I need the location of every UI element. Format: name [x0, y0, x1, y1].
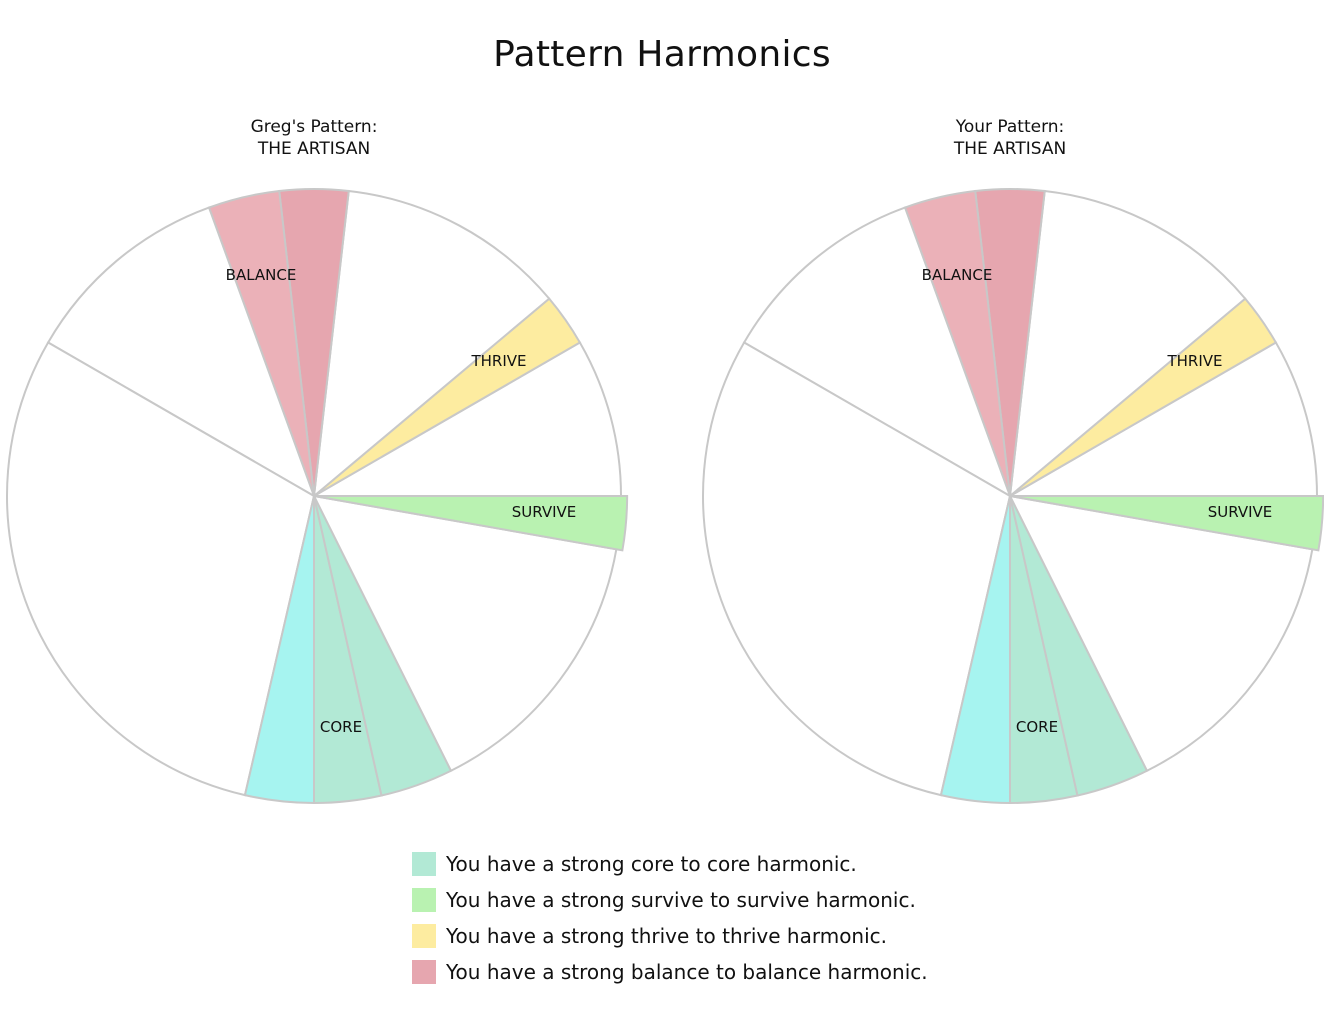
pie-1-slice-9	[742, 206, 1012, 499]
pie-1-slice-4	[1006, 341, 1319, 497]
legend-swatch-survive	[412, 888, 436, 912]
pie-0-slice-4	[310, 341, 623, 497]
legend-text-survive: You have a strong survive to survive har…	[446, 888, 916, 912]
legend-swatch-thrive	[412, 924, 436, 948]
pie-0: CORE SURVIVE THRIVE BALANCE	[6, 188, 629, 805]
pie-0-label-core: CORE	[320, 718, 362, 736]
left-pie-title-line2: THE ARTISAN	[257, 139, 371, 159]
legend-text-core: You have a strong core to core harmonic.	[446, 852, 857, 876]
pie-1-slice-6	[1008, 189, 1247, 499]
legend-item-survive: You have a strong survive to survive har…	[412, 882, 928, 918]
pie-1: CORE SURVIVE THRIVE BALANCE	[702, 188, 1324, 805]
legend-item-thrive: You have a strong thrive to thrive harmo…	[412, 918, 928, 954]
legend-item-core: You have a strong core to core harmonic.	[412, 846, 928, 882]
pie-1-label-balance: BALANCE	[922, 266, 993, 284]
legend-swatch-core	[412, 852, 436, 876]
pie-1-slice-2	[1008, 494, 1314, 773]
legend-item-balance: You have a strong balance to balance har…	[412, 954, 928, 990]
pie-1-slice-3	[1009, 495, 1324, 552]
pie-0-slice-3	[313, 495, 629, 552]
pie-0-slice-11	[243, 495, 315, 805]
legend-text-balance: You have a strong balance to balance har…	[446, 960, 928, 984]
legend-text-thrive: You have a strong thrive to thrive harmo…	[446, 924, 888, 948]
pie-1-slice-10	[702, 341, 1012, 797]
pie-0-label-thrive: THRIVE	[470, 352, 526, 370]
pie-0-label-balance: BALANCE	[226, 266, 297, 284]
right-pie-title: Your Pattern: THE ARTISAN	[830, 116, 1190, 160]
pie-1-slice-11	[939, 495, 1011, 805]
left-pie-title-line1: Greg's Pattern:	[250, 117, 378, 137]
pie-1-label-survive: SURVIVE	[1208, 503, 1273, 521]
pie-0-slice-9	[46, 206, 316, 499]
pie-0-label-survive: SURVIVE	[512, 503, 577, 521]
page-title: Pattern Harmonics	[493, 34, 831, 75]
left-pie-title: Greg's Pattern: THE ARTISAN	[134, 116, 494, 160]
pie-1-label-thrive: THRIVE	[1166, 352, 1222, 370]
pie-0-slice-10	[6, 341, 316, 797]
pie-1-label-core: CORE	[1016, 718, 1058, 736]
pie-0-slice-2	[312, 494, 618, 773]
right-pie-title-line2: THE ARTISAN	[953, 139, 1067, 159]
legend: You have a strong core to core harmonic.…	[412, 846, 928, 990]
legend-swatch-balance	[412, 960, 436, 984]
right-pie-title-line1: Your Pattern:	[955, 117, 1065, 137]
pie-0-slice-6	[312, 189, 551, 499]
